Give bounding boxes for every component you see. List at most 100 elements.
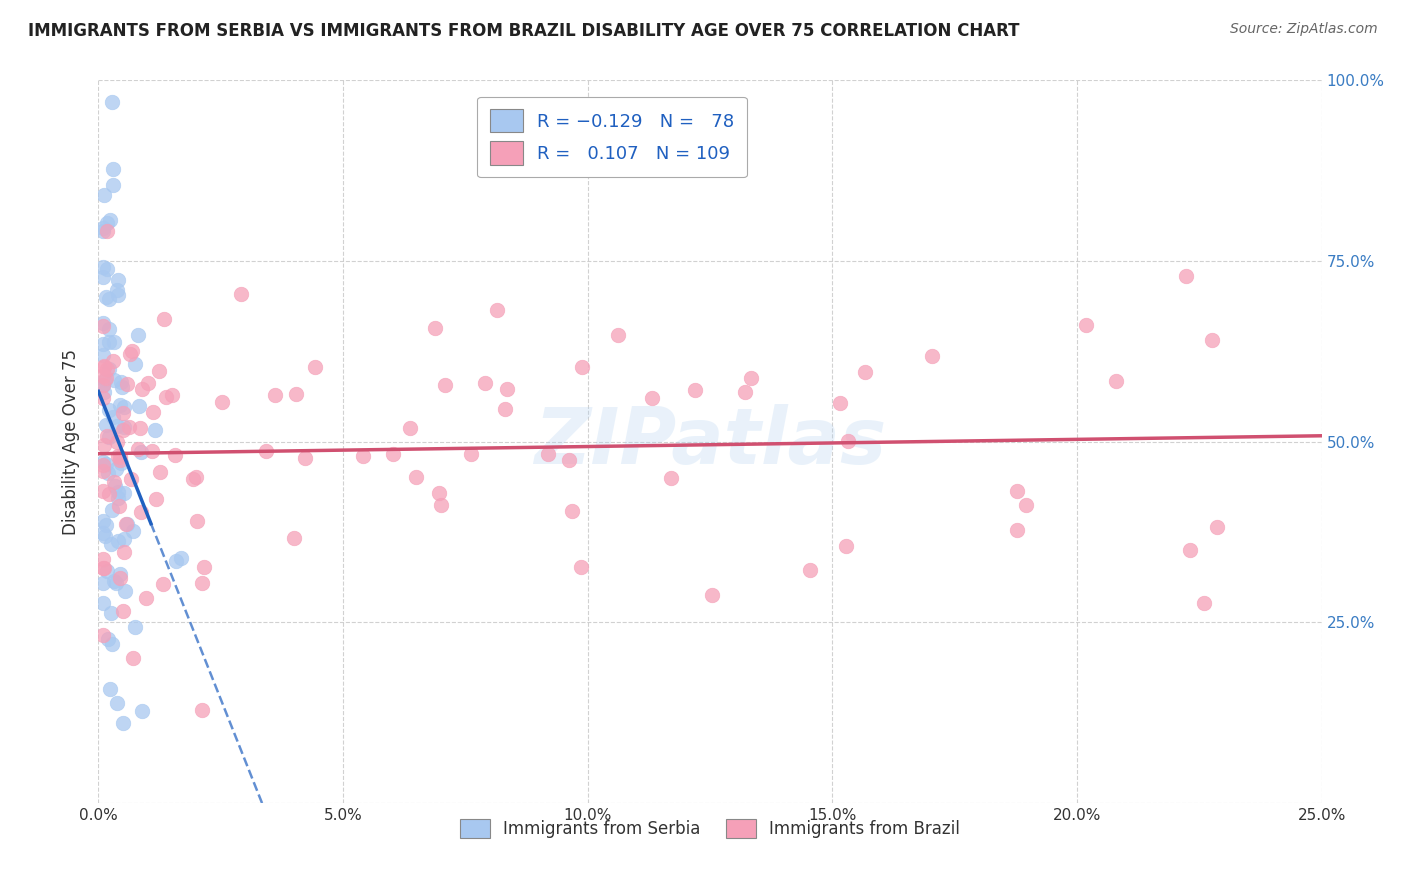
Point: [91, 484, 114, 499]
Point: [105, 283, 128, 297]
Point: [1205, 520, 1227, 534]
Point: [101, 354, 124, 368]
Point: [112, 545, 135, 559]
Point: [121, 651, 143, 665]
Point: [91, 561, 114, 575]
Point: [486, 303, 509, 318]
Point: [148, 364, 170, 378]
Point: [184, 470, 207, 484]
Point: [1005, 483, 1028, 498]
Point: [561, 504, 583, 518]
Point: [571, 360, 593, 375]
Point: [193, 560, 215, 574]
Point: [112, 419, 135, 434]
Point: [94, 290, 117, 304]
Point: [170, 551, 193, 566]
Point: [104, 575, 127, 590]
Point: [127, 442, 149, 456]
Point: [1192, 596, 1215, 610]
Point: [149, 465, 172, 479]
Point: [98, 430, 121, 444]
Point: [103, 161, 125, 176]
Point: [108, 571, 131, 585]
Point: [835, 539, 858, 553]
Point: [152, 576, 174, 591]
Point: [853, 366, 876, 380]
Point: [131, 383, 153, 397]
Point: [111, 380, 134, 394]
Point: [124, 620, 146, 634]
Point: [143, 423, 166, 437]
Point: [100, 606, 122, 620]
Point: [93, 384, 115, 399]
Point: [105, 434, 128, 449]
Point: [423, 321, 446, 335]
Point: [607, 328, 630, 343]
Point: [93, 360, 115, 375]
Point: [94, 529, 117, 543]
Point: [105, 419, 128, 434]
Point: [799, 563, 821, 577]
Point: [98, 321, 121, 335]
Point: [155, 390, 177, 404]
Point: [91, 369, 114, 384]
Point: [1180, 543, 1202, 558]
Point: [254, 444, 277, 458]
Point: [118, 419, 141, 434]
Point: [107, 273, 129, 287]
Point: [98, 293, 121, 307]
Point: [108, 567, 131, 582]
Point: [91, 378, 114, 392]
Point: [1005, 523, 1028, 537]
Point: [91, 576, 114, 591]
Point: [474, 376, 496, 390]
Point: [430, 498, 453, 512]
Point: [101, 637, 124, 651]
Point: [352, 449, 374, 463]
Point: [91, 455, 114, 469]
Point: [304, 359, 326, 374]
Point: [921, 349, 943, 363]
Point: [381, 447, 404, 461]
Point: [1074, 318, 1097, 332]
Point: [93, 270, 115, 285]
Point: [399, 421, 422, 435]
Point: [108, 452, 131, 467]
Point: [740, 371, 762, 385]
Point: [91, 627, 114, 641]
Point: [211, 395, 233, 409]
Point: [93, 561, 115, 575]
Point: [115, 517, 138, 532]
Point: [103, 374, 125, 388]
Point: [96, 362, 118, 376]
Point: [135, 591, 157, 605]
Point: [91, 464, 114, 478]
Point: [96, 564, 118, 578]
Point: [120, 472, 142, 486]
Point: [112, 406, 135, 420]
Point: [91, 526, 114, 541]
Point: [128, 421, 150, 435]
Point: [659, 471, 682, 485]
Point: [460, 446, 482, 460]
Point: [165, 554, 187, 568]
Point: [96, 216, 118, 230]
Point: [108, 500, 131, 514]
Point: [94, 457, 117, 471]
Point: [103, 335, 125, 350]
Point: [107, 288, 129, 302]
Point: [91, 514, 114, 528]
Point: [536, 447, 558, 461]
Point: [91, 318, 114, 333]
Text: IMMIGRANTS FROM SERBIA VS IMMIGRANTS FROM BRAZIL DISABILITY AGE OVER 75 CORRELAT: IMMIGRANTS FROM SERBIA VS IMMIGRANTS FRO…: [28, 22, 1019, 40]
Point: [97, 361, 120, 376]
Point: [283, 532, 305, 546]
Point: [186, 514, 208, 528]
Point: [110, 375, 132, 389]
Point: [112, 604, 135, 618]
Point: [141, 444, 163, 458]
Point: [105, 461, 128, 475]
Point: [112, 400, 135, 414]
Point: [96, 429, 118, 443]
Text: Source: ZipAtlas.com: Source: ZipAtlas.com: [1230, 22, 1378, 37]
